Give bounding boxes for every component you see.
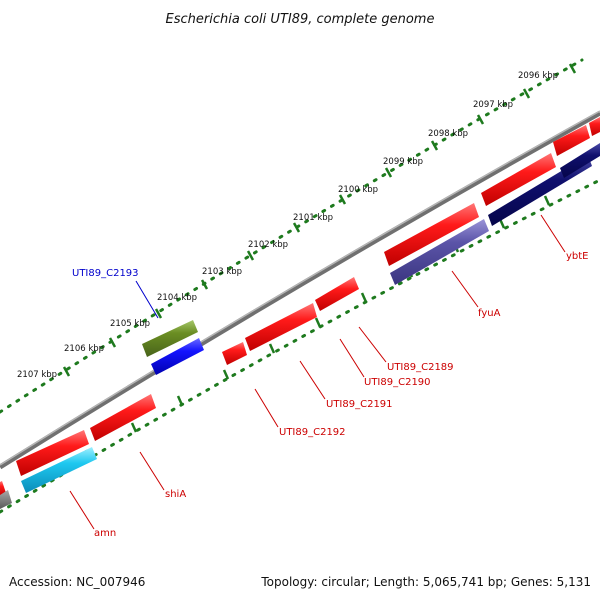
- genome-backbone: [0, 110, 600, 470]
- tick-mark: [62, 366, 71, 377]
- genome-summary-text: Topology: circular; Length: 5,065,741 bp…: [260, 575, 591, 589]
- tick-mark: [338, 194, 347, 205]
- gene-label: UTI89_C2192: [279, 427, 346, 438]
- gene-arrow: [245, 303, 317, 351]
- scale-tick-marks: [62, 63, 577, 377]
- scale-tick-label: 2106 kbp: [64, 344, 104, 354]
- forward-strand-genes: [0, 117, 600, 496]
- scale-tick-label: 2105 kbp: [110, 319, 150, 329]
- tick-mark: [200, 279, 209, 290]
- leader-line: [339, 338, 365, 378]
- tick-mark: [154, 308, 163, 319]
- outer-scale-ring: [0, 58, 584, 414]
- tick-mark: [522, 88, 531, 99]
- scale-labels: 2096 kbp 2097 kbp 2098 kbp 2099 kbp 2100…: [17, 71, 558, 380]
- leader-line: [139, 451, 165, 491]
- scale-tick-label: 2101 kbp: [293, 213, 333, 223]
- gene-label: UTI89_C2189: [387, 362, 454, 373]
- gene-label: shiA: [165, 489, 186, 500]
- gene-label: UTI89_C2190: [364, 377, 431, 388]
- gene-arrow: [315, 277, 359, 311]
- gene-arrow: [589, 117, 600, 136]
- scale-tick-label: 2102 kbp: [248, 240, 288, 250]
- leader-line: [69, 490, 95, 530]
- gene-arrow: [16, 430, 89, 476]
- gene-arrow: [384, 203, 479, 266]
- gene-arrow: [151, 338, 204, 375]
- gene-label: fyuA: [478, 308, 501, 319]
- gene-arrow: [90, 394, 156, 441]
- other-genes: [0, 143, 600, 509]
- genome-backbone-highlight: [0, 110, 600, 466]
- gene-arrow: [222, 342, 247, 365]
- leader-line: [358, 326, 387, 363]
- tick-mark: [476, 114, 485, 125]
- scale-tick-label: 2107 kbp: [17, 370, 57, 380]
- tick-mark: [176, 395, 184, 406]
- tick-mark: [130, 422, 138, 433]
- scale-tick-label: 2104 kbp: [157, 293, 197, 303]
- scale-tick-label: 2098 kbp: [428, 129, 468, 139]
- tick-mark: [268, 343, 276, 354]
- gene-label: UTI89_C2193: [72, 268, 139, 279]
- tick-mark: [314, 317, 322, 328]
- gene-arrow: [0, 490, 12, 509]
- tick-mark: [222, 369, 230, 380]
- scale-tick-label: 2097 kbp: [473, 100, 513, 110]
- map-title: Escherichia coli UTI89, complete genome: [166, 12, 435, 27]
- leader-line: [299, 360, 326, 400]
- gene-arrow: [390, 219, 489, 285]
- leader-line: [451, 270, 479, 308]
- tick-mark: [360, 292, 368, 303]
- scale-tick-label: 2096 kbp: [518, 71, 558, 81]
- leader-line: [540, 214, 566, 253]
- gene-arrow: [553, 125, 590, 156]
- gene-arrow: [560, 143, 600, 178]
- tick-mark: [108, 337, 117, 348]
- gene-arrow: [481, 153, 556, 206]
- gene-label: UTI89_C2191: [326, 399, 393, 410]
- gene-arrow: [142, 320, 198, 357]
- tick-mark: [246, 250, 255, 261]
- accession-text: Accession: NC_007946: [9, 575, 145, 589]
- gene-label: amn: [94, 528, 116, 539]
- tick-mark: [384, 167, 393, 178]
- leader-line: [135, 280, 159, 319]
- tick-mark: [543, 195, 551, 206]
- label-leader-lines: [69, 214, 566, 530]
- scale-tick-label: 2099 kbp: [383, 157, 423, 167]
- tick-mark: [568, 63, 577, 74]
- leader-line: [254, 388, 279, 428]
- scale-tick-label: 2103 kbp: [202, 267, 242, 277]
- scale-tick-label: 2100 kbp: [338, 185, 378, 195]
- tick-mark: [292, 222, 301, 233]
- gene-labels: UTI89_C2193 ybtE fyuA UTI89_C2189 UTI89_…: [72, 251, 589, 539]
- gene-label: ybtE: [566, 251, 589, 262]
- gene-arrow: [21, 447, 97, 493]
- tick-mark: [430, 140, 439, 151]
